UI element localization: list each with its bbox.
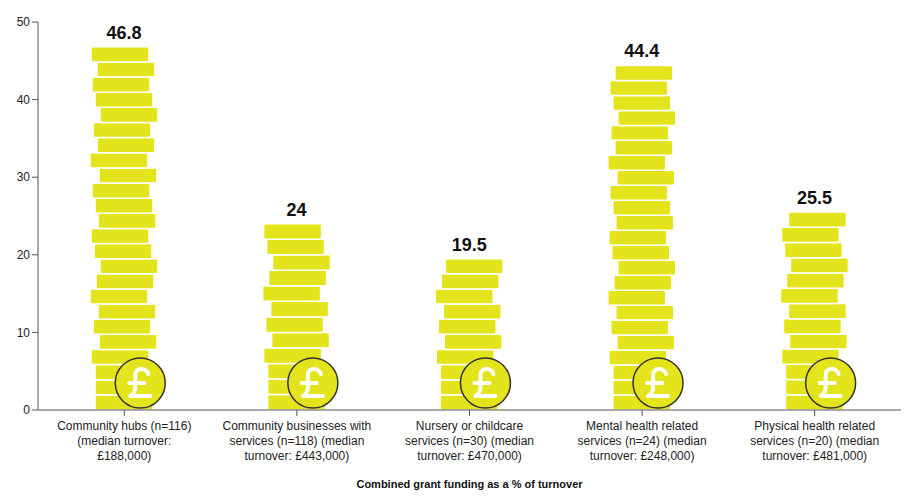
svg-text:Mental health relatedservices: Mental health relatedservices (n=24) (me… (578, 419, 707, 463)
svg-text:46.8: 46.8 (106, 23, 141, 43)
svg-text:50: 50 (17, 15, 31, 29)
svg-text:20: 20 (17, 248, 31, 262)
svg-text:Combined grant funding as a %: Combined grant funding as a % of turnove… (356, 478, 583, 490)
svg-text:44.4: 44.4 (624, 41, 659, 61)
svg-text:19.5: 19.5 (452, 235, 487, 255)
svg-text:0: 0 (23, 403, 30, 417)
svg-text:Community hubs (n=116)(median: Community hubs (n=116)(median turnover:£… (57, 419, 191, 463)
svg-text:40: 40 (17, 93, 31, 107)
svg-text:Community businesses withservi: Community businesses withservices (n=118… (223, 419, 372, 463)
svg-text:30: 30 (17, 170, 31, 184)
svg-text:10: 10 (17, 326, 31, 340)
svg-text:24: 24 (287, 200, 307, 220)
svg-text:Nursery or childcareservices (: Nursery or childcareservices (n=30) (med… (405, 419, 534, 463)
svg-text:Physical health relatedservice: Physical health relatedservices (n=20) (… (750, 419, 879, 463)
svg-text:25.5: 25.5 (797, 188, 832, 208)
